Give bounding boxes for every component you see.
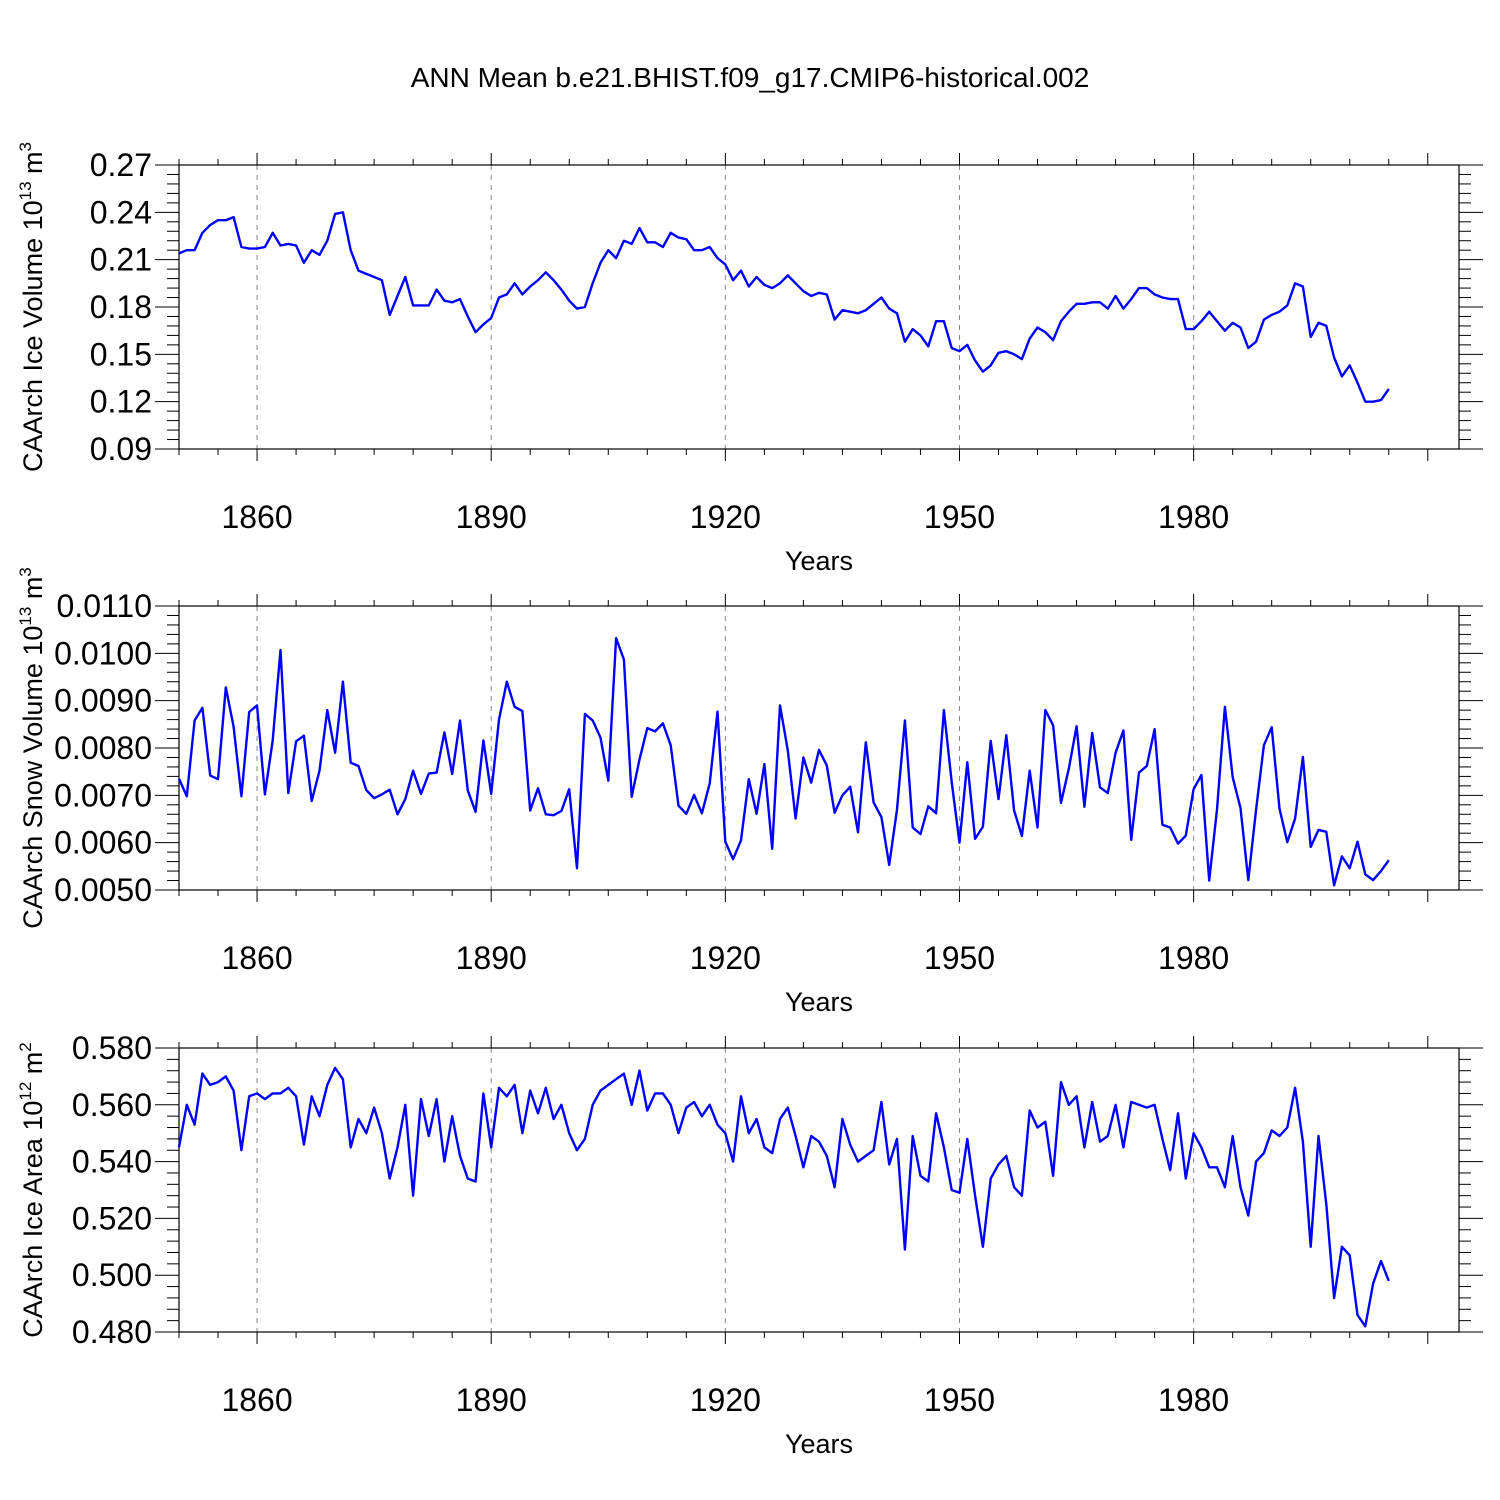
x-tick-label: 1980 <box>1158 499 1229 535</box>
x-axis-label: Years <box>785 546 853 576</box>
y-tick-label: 0.500 <box>72 1257 152 1293</box>
series-line <box>178 211 1390 403</box>
x-tick-label: 1860 <box>221 499 292 535</box>
x-tick-label: 1980 <box>1158 940 1229 976</box>
y-tick-label: 0.0090 <box>54 683 152 719</box>
y-tick-label: 0.0100 <box>54 635 152 671</box>
y-tick-label: 0.0080 <box>54 730 152 766</box>
y-axis-label-exponent: 13 <box>16 607 35 626</box>
x-axis-label: Years <box>785 1429 853 1459</box>
x-tick-label: 1980 <box>1158 1382 1229 1418</box>
y-tick-label: 0.0110 <box>57 588 153 624</box>
y-tick-label: 0.0070 <box>54 777 152 813</box>
x-tick-label: 1920 <box>690 940 761 976</box>
y-axis-label-exponent: 12 <box>16 1082 35 1101</box>
x-axis-label: Years <box>785 987 853 1017</box>
series-line <box>177 637 1390 887</box>
y-axis-label-text: CAArch Ice Volume 10 <box>18 200 48 472</box>
y-tick-label: 0.560 <box>72 1087 152 1123</box>
y-axis-label-unit: m <box>18 151 48 181</box>
panel-1: 1860 1890 1920 1950 1980 0.09 0.12 0.15 0.18 0.21… <box>16 142 1483 576</box>
y-axis-label: CAArch Ice Area 1012 m2 <box>16 1042 48 1338</box>
y-axis-label-unit: m <box>18 1052 48 1082</box>
y-axis-label-unit: m <box>18 577 48 607</box>
x-tick-label: 1950 <box>924 1382 995 1418</box>
y-tick-label: 0.520 <box>72 1200 152 1236</box>
y-tick-label: 0.540 <box>72 1144 152 1180</box>
x-tick-label: 1920 <box>690 1382 761 1418</box>
x-tick-label: 1860 <box>221 1382 292 1418</box>
x-tick-label: 1920 <box>690 499 761 535</box>
y-tick-label: 0.12 <box>90 384 152 420</box>
panel-2: 1860 1890 1920 1950 1980 0.0050 0.0060 0.0070 0.… <box>16 567 1483 1017</box>
y-axis-label-text: CAArch Snow Volume 10 <box>18 626 48 929</box>
y-axis-label: CAArch Snow Volume 1013 m3 <box>16 567 48 929</box>
x-tick-label: 1890 <box>456 499 527 535</box>
y-axis-label-unit-exponent: 3 <box>16 567 35 576</box>
plot-frame <box>178 164 1460 450</box>
plot-frame <box>178 1047 1460 1333</box>
x-tick-label: 1950 <box>924 499 995 535</box>
y-tick-label: 0.27 <box>90 147 152 183</box>
y-tick-label: 0.24 <box>90 194 152 230</box>
y-tick-label: 0.21 <box>90 242 152 278</box>
x-tick-label: 1860 <box>221 940 292 976</box>
y-tick-label: 0.0060 <box>54 825 152 861</box>
y-axis-label-unit-exponent: 3 <box>16 142 35 151</box>
y-axis-label-unit-exponent: 2 <box>16 1042 35 1051</box>
y-tick-label: 0.0050 <box>54 872 152 908</box>
y-axis-label-text: CAArch Ice Area 10 <box>18 1101 48 1338</box>
x-tick-label: 1890 <box>456 1382 527 1418</box>
plot-frame <box>178 605 1460 891</box>
x-tick-label: 1950 <box>924 940 995 976</box>
panel-3: 1860 1890 1920 1950 1980 0.480 0.500 0.520 0.540… <box>16 1030 1483 1459</box>
chart-title: ANN Mean b.e21.BHIST.f09_g17.CMIP6-histo… <box>410 62 1090 93</box>
x-tick-label: 1890 <box>456 940 527 976</box>
y-tick-label: 0.480 <box>72 1314 152 1350</box>
y-axis-label-exponent: 13 <box>16 181 35 200</box>
y-tick-label: 0.18 <box>90 289 152 325</box>
y-tick-label: 0.580 <box>72 1030 152 1066</box>
y-tick-label: 0.15 <box>90 336 152 372</box>
y-tick-label: 0.09 <box>90 431 152 467</box>
y-axis-label: CAArch Ice Volume 1013 m3 <box>16 142 48 472</box>
series-line <box>177 1066 1390 1328</box>
